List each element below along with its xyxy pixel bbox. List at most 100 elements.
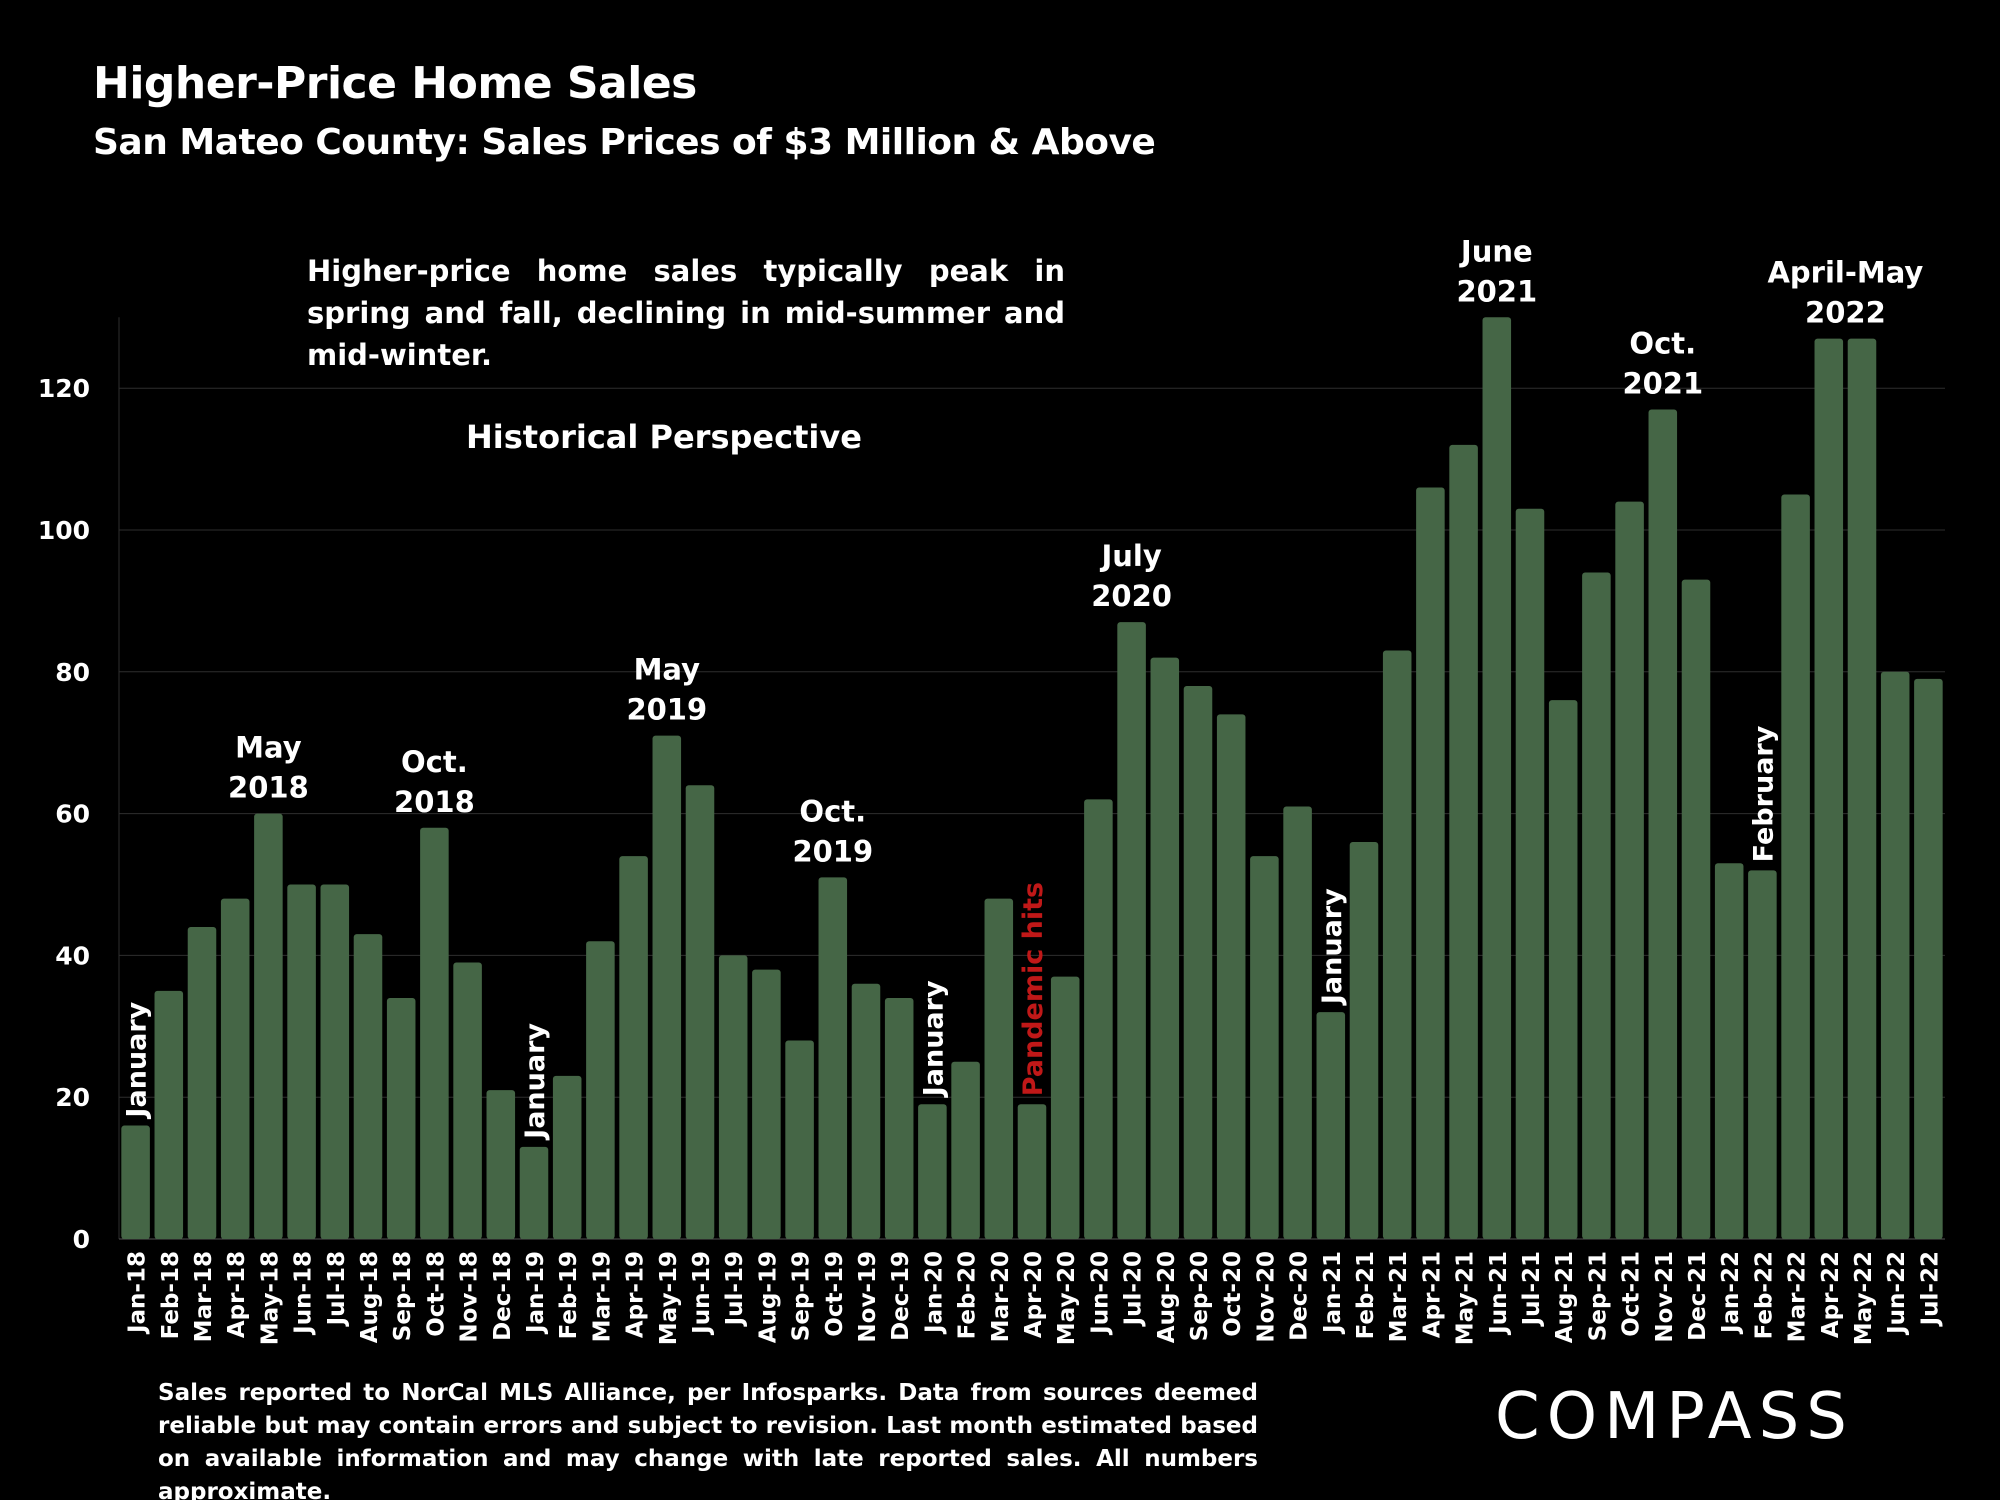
x-tick-label: May-18 xyxy=(257,1251,283,1345)
x-tick-label: Jun-19 xyxy=(689,1251,715,1336)
bar xyxy=(121,1125,150,1239)
x-tick-label: Aug-19 xyxy=(755,1251,781,1343)
bar xyxy=(254,813,283,1239)
bar xyxy=(1515,508,1545,1240)
x-tick-label: Dec-18 xyxy=(490,1251,516,1341)
bar xyxy=(1050,976,1080,1239)
chart-note: Higher-price home sales typically peak i… xyxy=(307,254,1065,372)
y-axis-ticks: 0 20 40 60 80 100 120 xyxy=(38,374,90,1254)
x-tick-label: Feb-18 xyxy=(158,1251,184,1339)
bar xyxy=(752,969,781,1239)
bar xyxy=(1117,622,1146,1239)
annotation-label: 2020 xyxy=(1091,579,1172,613)
bar xyxy=(785,1040,814,1239)
bar xyxy=(918,1104,947,1239)
x-tick-label: Mar-19 xyxy=(589,1251,615,1342)
bar xyxy=(851,983,881,1239)
annotation-label: May xyxy=(235,731,302,765)
annotation-label: February xyxy=(1748,725,1779,862)
x-tick-label: Jan-21 xyxy=(1320,1251,1346,1335)
x-tick-label: Apr-19 xyxy=(623,1251,649,1338)
bar xyxy=(1349,841,1379,1239)
bar xyxy=(1714,863,1744,1239)
chart-title: Higher-Price Home Sales xyxy=(93,58,697,109)
bar xyxy=(1017,1104,1047,1239)
bar xyxy=(652,735,682,1239)
bar xyxy=(1615,501,1644,1239)
x-tick-label: Mar-22 xyxy=(1785,1251,1811,1342)
section-label: Historical Perspective xyxy=(466,418,862,456)
annotation-label: Oct. xyxy=(799,794,866,828)
bar xyxy=(320,884,350,1239)
x-tick-label: May-21 xyxy=(1453,1251,1479,1345)
x-axis-ticks: Jan-18 Feb-18 Mar-18 Apr-18 May-18 Jun-18 Jul-… xyxy=(125,1251,1944,1345)
bar xyxy=(1847,338,1877,1239)
x-tick-label: Sep-19 xyxy=(789,1251,815,1341)
bar xyxy=(586,941,615,1239)
annotation-label: January xyxy=(918,980,949,1098)
x-tick-label: Nov-21 xyxy=(1652,1251,1678,1343)
x-tick-label: Aug-18 xyxy=(357,1251,383,1343)
x-tick-label: Jul-22 xyxy=(1917,1251,1943,1327)
annotation-label: July xyxy=(1099,539,1161,573)
x-tick-label: Apr-18 xyxy=(224,1251,250,1338)
x-tick-label: Jun-18 xyxy=(291,1251,317,1336)
x-tick-label: Mar-18 xyxy=(191,1251,217,1342)
annotation-label: April-May xyxy=(1767,256,1923,290)
annotation-label: 2019 xyxy=(626,693,707,727)
annotation-label: January xyxy=(520,1023,551,1141)
bar xyxy=(1183,685,1213,1239)
bar xyxy=(353,934,383,1239)
bar xyxy=(486,1090,516,1239)
bar xyxy=(818,877,848,1239)
x-tick-label: Sep-21 xyxy=(1585,1251,1611,1341)
x-tick-label: Feb-21 xyxy=(1353,1251,1379,1339)
compass-logo: COMPASS xyxy=(1495,1380,1854,1454)
x-tick-label: Mar-21 xyxy=(1386,1251,1412,1342)
bar xyxy=(519,1146,549,1239)
annotation-label: 2021 xyxy=(1622,366,1703,400)
x-tick-label: May-22 xyxy=(1851,1251,1877,1345)
bar xyxy=(1582,572,1611,1239)
x-tick-label: Jun-20 xyxy=(1087,1251,1113,1336)
annotation-label: Oct. xyxy=(1629,326,1696,360)
x-tick-label: Oct-20 xyxy=(1220,1251,1246,1337)
bar xyxy=(1681,579,1711,1239)
source-footnote: Sales reported to NorCal MLS Alliance, p… xyxy=(158,1380,1258,1500)
x-tick-label: Jul-18 xyxy=(324,1251,350,1327)
x-tick-label: Dec-20 xyxy=(1287,1251,1313,1341)
bar xyxy=(619,856,648,1239)
x-tick-label: Jan-20 xyxy=(921,1251,947,1335)
x-tick-label: Apr-21 xyxy=(1419,1251,1445,1338)
annotation-label: 2018 xyxy=(394,785,475,819)
chart-subtitle: San Mateo County: Sales Prices of $3 Mil… xyxy=(93,122,1156,163)
x-tick-label: Oct-19 xyxy=(822,1251,848,1337)
bar xyxy=(1880,671,1910,1239)
x-tick-label: Nov-19 xyxy=(855,1251,881,1343)
annotation-label: May xyxy=(634,653,701,687)
annotation-label: 2021 xyxy=(1456,274,1537,308)
x-tick-label: Sep-20 xyxy=(1187,1251,1213,1341)
y-tick-label: 20 xyxy=(55,1083,90,1112)
x-tick-label: Oct-18 xyxy=(423,1251,449,1337)
annotation-label: January xyxy=(1317,888,1348,1006)
y-tick-label: 120 xyxy=(38,374,90,403)
annotation-label: June xyxy=(1459,234,1533,268)
bar xyxy=(453,962,482,1239)
x-tick-label: Mar-20 xyxy=(988,1251,1014,1342)
x-tick-label: Jan-18 xyxy=(125,1251,151,1335)
annotation-label: Oct. xyxy=(401,745,468,779)
x-tick-label: Jul-20 xyxy=(1121,1251,1147,1327)
bar xyxy=(1150,657,1180,1239)
annotation-label: 2022 xyxy=(1805,296,1886,330)
bar xyxy=(685,785,715,1239)
bar xyxy=(951,1061,980,1239)
x-tick-label: Jul-21 xyxy=(1519,1251,1545,1327)
x-tick-label: Jun-22 xyxy=(1884,1251,1910,1336)
annotations: January May 2018 Oct. 2018 January May 2019 Oct.… xyxy=(122,234,1924,1141)
x-tick-label: Feb-22 xyxy=(1751,1251,1777,1339)
x-tick-label: Dec-19 xyxy=(888,1251,914,1341)
x-tick-label: Dec-21 xyxy=(1685,1251,1711,1341)
bar xyxy=(1814,338,1844,1239)
